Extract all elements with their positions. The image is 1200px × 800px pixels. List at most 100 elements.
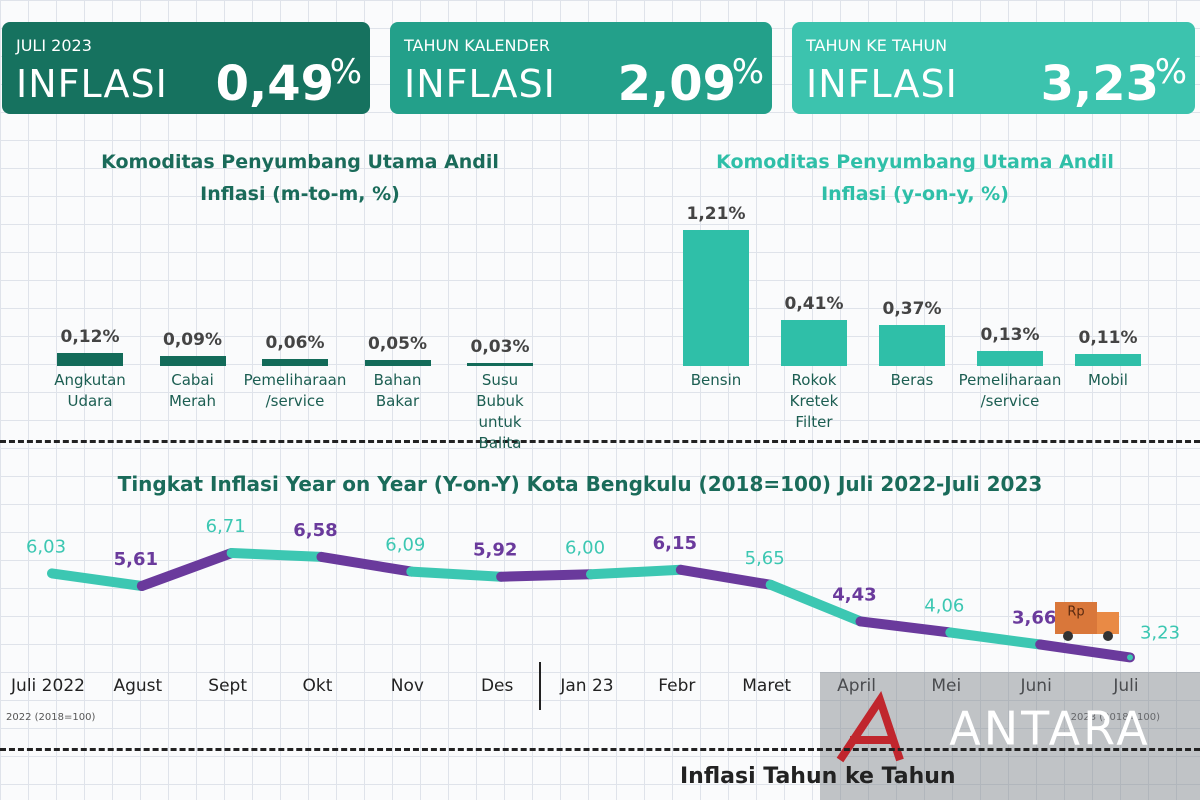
- value-label: 6,09: [385, 535, 425, 556]
- truck-label: Rp: [1067, 605, 1084, 620]
- value-label: 6,03: [26, 536, 66, 557]
- value-label: 4,43: [832, 584, 876, 605]
- point: [857, 618, 864, 625]
- value-label: 0,41%: [784, 294, 844, 315]
- line-segment: [316, 551, 417, 577]
- category-label: Bahan Bakar: [373, 371, 422, 410]
- line-segment: [47, 568, 147, 591]
- x-tick-label: Juli 2022: [10, 676, 85, 696]
- point: [49, 570, 55, 577]
- category-label: Pemeliharaan /service: [243, 371, 347, 410]
- point: [408, 568, 415, 575]
- point: [1127, 654, 1133, 661]
- x-tick-label: Des: [481, 676, 514, 696]
- category-label: Pemeliharaan /service: [958, 371, 1062, 410]
- value-label: 3,66: [1012, 608, 1056, 629]
- line-segment: [586, 564, 686, 580]
- point: [498, 573, 505, 580]
- category-label: Beras: [890, 371, 934, 389]
- point: [318, 553, 325, 560]
- value-label: 0,06%: [265, 333, 325, 354]
- card: TAHUN KE TAHUN INFLASI 3,23 %: [792, 22, 1195, 114]
- x-tick-label: Maret: [742, 676, 791, 696]
- line-segment: [226, 548, 327, 562]
- value-label: 1,21%: [686, 204, 746, 225]
- bar: [683, 230, 749, 366]
- x-tick-label: Nov: [391, 676, 424, 696]
- bar: [879, 324, 945, 366]
- category-label: Rokok Kretek Filter: [789, 371, 839, 431]
- chart-title: Komoditas Penyumbang Utama Andil Inflasi…: [716, 151, 1114, 205]
- card-title: INFLASI: [16, 62, 168, 106]
- bar: [159, 355, 226, 366]
- x-tick-label: Febr: [658, 676, 695, 696]
- x-tick-label: April: [837, 676, 876, 696]
- card-unit: %: [329, 52, 362, 92]
- point: [947, 629, 954, 636]
- category-label: Susu Bubuk untuk Balita: [476, 371, 524, 452]
- value-label: 0,05%: [368, 334, 427, 355]
- card-label: JULI 2023: [16, 36, 92, 55]
- value-label: 0,37%: [882, 298, 942, 319]
- x-tick-label: Juli: [1112, 676, 1138, 696]
- x-tick-label: Juni: [1020, 676, 1052, 696]
- value-label: 0,09%: [163, 329, 222, 350]
- point: [1037, 641, 1044, 648]
- value-label: 0,03%: [470, 336, 530, 357]
- value-label: 0,11%: [1078, 327, 1138, 348]
- value-label: 6,00: [565, 537, 605, 558]
- card-value: 3,23: [1040, 56, 1159, 112]
- point: [588, 571, 594, 578]
- value-label: 4,06: [924, 596, 964, 617]
- x-tick-label: Okt: [303, 676, 333, 696]
- truck-body: [1055, 602, 1097, 634]
- card-label: TAHUN KALENDER: [404, 36, 550, 55]
- category-label: Mobil: [1088, 371, 1128, 389]
- chart-title: Komoditas Penyumbang Utama Andil Inflasi…: [101, 151, 499, 205]
- value-label: 0,12%: [60, 326, 120, 347]
- bar: [262, 359, 328, 366]
- bar: [1075, 353, 1141, 366]
- footer-title: Inflasi Tahun ke Tahun: [680, 764, 956, 789]
- x-tick-label: Sept: [208, 676, 247, 696]
- card-value: 2,09: [617, 56, 736, 112]
- divider: [0, 748, 1200, 751]
- card: JULI 2023 INFLASI 0,49 %: [2, 22, 370, 114]
- value-label: 5,65: [745, 548, 785, 569]
- value-label: 3,23: [1140, 622, 1180, 643]
- wheel: [1063, 631, 1073, 641]
- x-tick-label: Mei: [931, 676, 961, 696]
- value-label: 6,15: [653, 533, 697, 554]
- truck-icon: Rp: [1055, 602, 1119, 641]
- bar: [364, 360, 431, 366]
- line-segment: [675, 564, 776, 590]
- note: 2023 (2018=100): [1071, 712, 1160, 723]
- card-label: TAHUN KE TAHUN: [806, 36, 948, 55]
- card-title: INFLASI: [404, 62, 556, 106]
- line-segment: [406, 566, 507, 582]
- line-segment: [945, 627, 1046, 650]
- line-segment: [855, 616, 956, 638]
- point: [677, 566, 684, 573]
- category-label: Angkutan Udara: [54, 371, 126, 410]
- truck-cab: [1097, 612, 1119, 634]
- bar: [781, 320, 847, 366]
- wheel: [1103, 631, 1113, 641]
- watermark: ANTARA: [949, 702, 1150, 756]
- card-unit: %: [731, 52, 764, 92]
- line-segment: [496, 569, 596, 582]
- note: 2022 (2018=100): [6, 712, 95, 723]
- category-label: Cabai Merah: [168, 371, 217, 410]
- card-value: 0,49: [215, 56, 334, 112]
- point: [228, 550, 235, 556]
- value-label: 5,92: [473, 540, 517, 561]
- line-segment: [765, 579, 866, 627]
- card-title: INFLASI: [806, 62, 958, 106]
- bar: [57, 352, 123, 366]
- value-label: 6,71: [206, 516, 246, 537]
- x-tick-label: Agust: [113, 676, 162, 696]
- watermark-logo: [836, 690, 904, 763]
- point: [138, 583, 145, 589]
- value-label: 6,58: [293, 520, 337, 541]
